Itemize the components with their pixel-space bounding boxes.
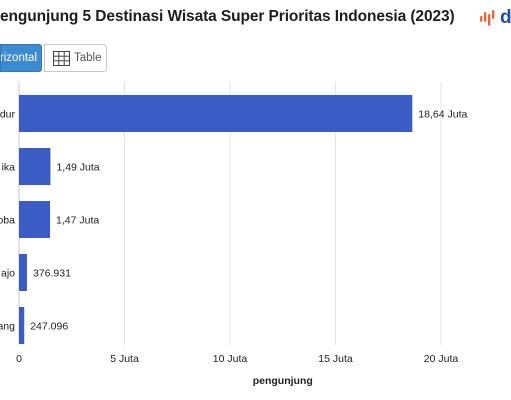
category-label: ajo — [1, 268, 15, 280]
value-label: 1,47 Juta — [56, 215, 99, 227]
value-label: 376.931 — [33, 268, 71, 280]
x-axis-title: pengunjung — [253, 375, 313, 387]
labels: 0 5 Juta 10 Juta 15 Juta 20 Juta dur 18,64 Jut… — [0, 109, 468, 366]
x-tick-label: 20 Juta — [424, 353, 459, 365]
bar[interactable] — [19, 95, 413, 132]
x-tick-label: 5 Juta — [110, 353, 139, 365]
view-toggle: rizontal Table — [0, 44, 107, 72]
table-view-label: Table — [74, 52, 102, 64]
logo-text: da — [500, 7, 511, 28]
bar[interactable] — [19, 148, 51, 185]
value-label: 247.096 — [30, 321, 68, 333]
logo-mark-icon — [480, 10, 495, 26]
bar[interactable] — [19, 307, 25, 344]
x-tick-label: 10 Juta — [213, 353, 248, 365]
category-label: dur — [0, 109, 15, 121]
horizontal-view-label: rizontal — [0, 52, 37, 64]
category-label: ika — [2, 162, 16, 174]
table-view-button[interactable]: Table — [44, 44, 107, 72]
table-icon — [53, 50, 70, 66]
value-label: 1,49 Juta — [56, 162, 99, 174]
value-label: 18,64 Juta — [418, 109, 467, 121]
category-label: oba — [0, 215, 15, 227]
x-tick-label: 0 — [16, 353, 22, 365]
x-tick-label: 15 Juta — [318, 353, 353, 365]
horizontal-view-button[interactable]: rizontal — [0, 44, 42, 72]
bar[interactable] — [19, 201, 51, 238]
brand-logo: da — [480, 7, 511, 29]
bars — [19, 95, 413, 344]
category-label: ang — [0, 321, 15, 333]
bar[interactable] — [19, 254, 27, 291]
chart-title: engunjung 5 Destinasi Wisata Super Prior… — [0, 8, 455, 25]
